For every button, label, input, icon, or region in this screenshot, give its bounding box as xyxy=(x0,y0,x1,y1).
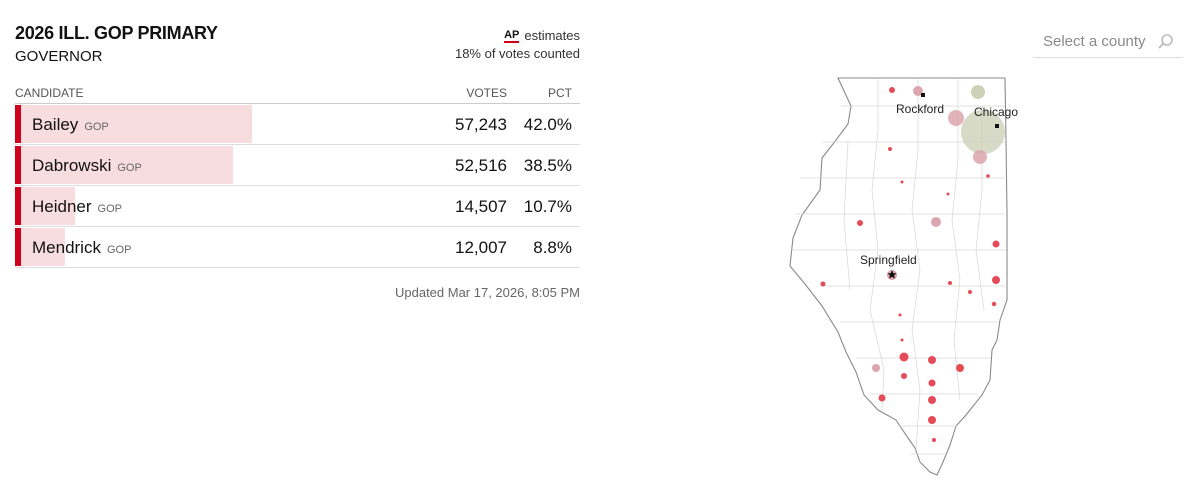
rockford-marker xyxy=(921,93,925,97)
candidate-pct: 38.5% xyxy=(523,156,572,175)
party-label: GOP xyxy=(106,244,132,256)
illinois-county-map[interactable]: Rockford Chicago Springfield xyxy=(760,70,1050,490)
party-marker xyxy=(15,187,21,225)
candidate-name: Mendrick GOP xyxy=(32,238,132,257)
party-label: GOP xyxy=(97,203,122,215)
party-marker xyxy=(15,105,21,143)
search-icon[interactable] xyxy=(1157,33,1175,51)
candidate-votes: 12,007 xyxy=(455,238,507,257)
candidate-votes: 57,243 xyxy=(455,115,507,134)
vote-share-bar xyxy=(15,105,253,143)
county-result-dots xyxy=(820,85,1005,442)
ap-logo: AP xyxy=(504,29,520,43)
candidate-votes: 14,507 xyxy=(455,197,507,216)
candidate-name: Dabrowski GOP xyxy=(32,156,142,175)
city-label-chicago: Chicago xyxy=(974,105,1018,119)
table-row: Bailey GOP 57,243 42.0% xyxy=(15,104,580,145)
party-marker xyxy=(15,146,21,184)
candidate-votes: 52,516 xyxy=(455,156,507,175)
candidate-pct: 8.8% xyxy=(533,238,572,257)
table-row: Dabrowski GOP 52,516 38.5% xyxy=(15,145,580,186)
party-label: GOP xyxy=(117,162,142,174)
vote-share-bar xyxy=(15,228,65,266)
county-search-input[interactable] xyxy=(1033,27,1161,55)
race-office: GOVERNOR xyxy=(15,48,103,65)
city-markers xyxy=(887,93,999,279)
candidate-pct: 10.7% xyxy=(523,197,572,216)
header-candidate: CANDIDATE xyxy=(15,86,84,100)
candidate-name: Bailey GOP xyxy=(32,115,109,134)
ap-estimates: AP estimates 18% of votes counted xyxy=(455,27,580,63)
candidate-pct: 42.0% xyxy=(523,115,572,134)
estimates-label: estimates xyxy=(524,28,580,43)
candidate-name: Heidner GOP xyxy=(32,197,122,216)
race-title: 2026 ILL. GOP PRIMARY xyxy=(15,23,218,43)
updated-timestamp: Updated Mar 17, 2026, 8:05 PM xyxy=(394,285,580,300)
city-labels: Rockford Chicago Springfield xyxy=(860,102,1018,267)
state-outline xyxy=(789,77,1008,476)
party-marker xyxy=(15,228,21,266)
city-label-rockford: Rockford xyxy=(896,102,944,116)
header-pct: PCT xyxy=(548,86,572,100)
party-label: GOP xyxy=(84,121,109,133)
table-row: Mendrick GOP 12,007 8.8% xyxy=(15,227,580,268)
header-votes: VOTES xyxy=(466,86,507,100)
table-header: CANDIDATE VOTES PCT xyxy=(15,84,580,104)
springfield-star-icon xyxy=(887,270,897,279)
chicago-marker xyxy=(995,124,999,128)
city-label-springfield: Springfield xyxy=(860,253,917,267)
county-search[interactable] xyxy=(1033,27,1183,58)
results-table: CANDIDATE VOTES PCT Bailey GOP 57,243 42.… xyxy=(15,84,580,268)
vote-share-bar xyxy=(15,187,76,225)
table-row: Heidner GOP 14,507 10.7% xyxy=(15,186,580,227)
vote-share-bar xyxy=(15,146,233,184)
votes-counted-label: 18% of votes counted xyxy=(454,46,580,61)
